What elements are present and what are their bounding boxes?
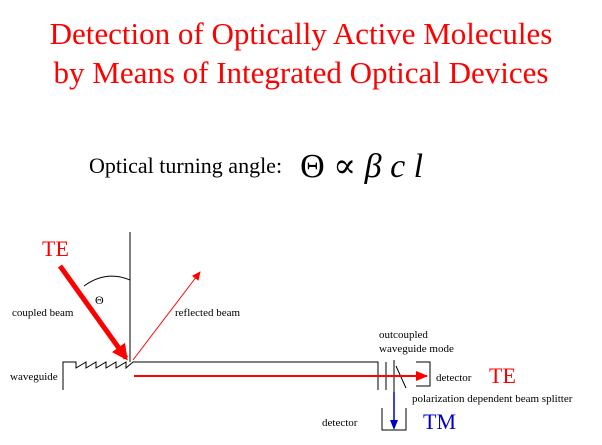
te-input-label: TE (42, 236, 69, 261)
title-line-2: by Means of Integrated Optical Devices (53, 55, 549, 90)
detector-right-label: detector (436, 372, 472, 384)
formula-label: Optical turning angle: (89, 153, 283, 178)
outcoupled-label-2: waveguide mode (379, 343, 454, 355)
detector-right-bracket (416, 361, 431, 387)
formula-c: c (390, 148, 406, 185)
coupled-beam-label: coupled beam (12, 307, 74, 319)
waveguide-outline (62, 361, 379, 390)
formula: Optical turning angle: Θ ∝ β c l (89, 146, 423, 186)
te-output-label: TE (489, 363, 516, 388)
outcoupled-label-1: outcoupled (379, 329, 428, 341)
formula-beta: β (364, 148, 382, 185)
coupled-beam-arrow (57, 264, 129, 361)
reflected-beam-label: reflected beam (175, 307, 241, 319)
detector-bottom-label: detector (322, 417, 358, 429)
angle-arc (83, 275, 131, 287)
title-line-1: Detection of Optically Active Molecules (49, 16, 553, 51)
splitter-label: polarization dependent beam splitter (412, 393, 573, 405)
formula-l: l (413, 148, 424, 185)
formula-propto: ∝ (333, 148, 357, 185)
tm-arrowhead (390, 420, 398, 430)
reflected-beam-arrow (132, 271, 201, 361)
tm-output-label: TM (423, 409, 456, 434)
theta-label: Θ (95, 293, 104, 307)
formula-expression: Θ ∝ β c l (300, 148, 423, 185)
waveguide-label: waveguide (10, 371, 58, 383)
formula-theta: Θ (300, 148, 325, 185)
